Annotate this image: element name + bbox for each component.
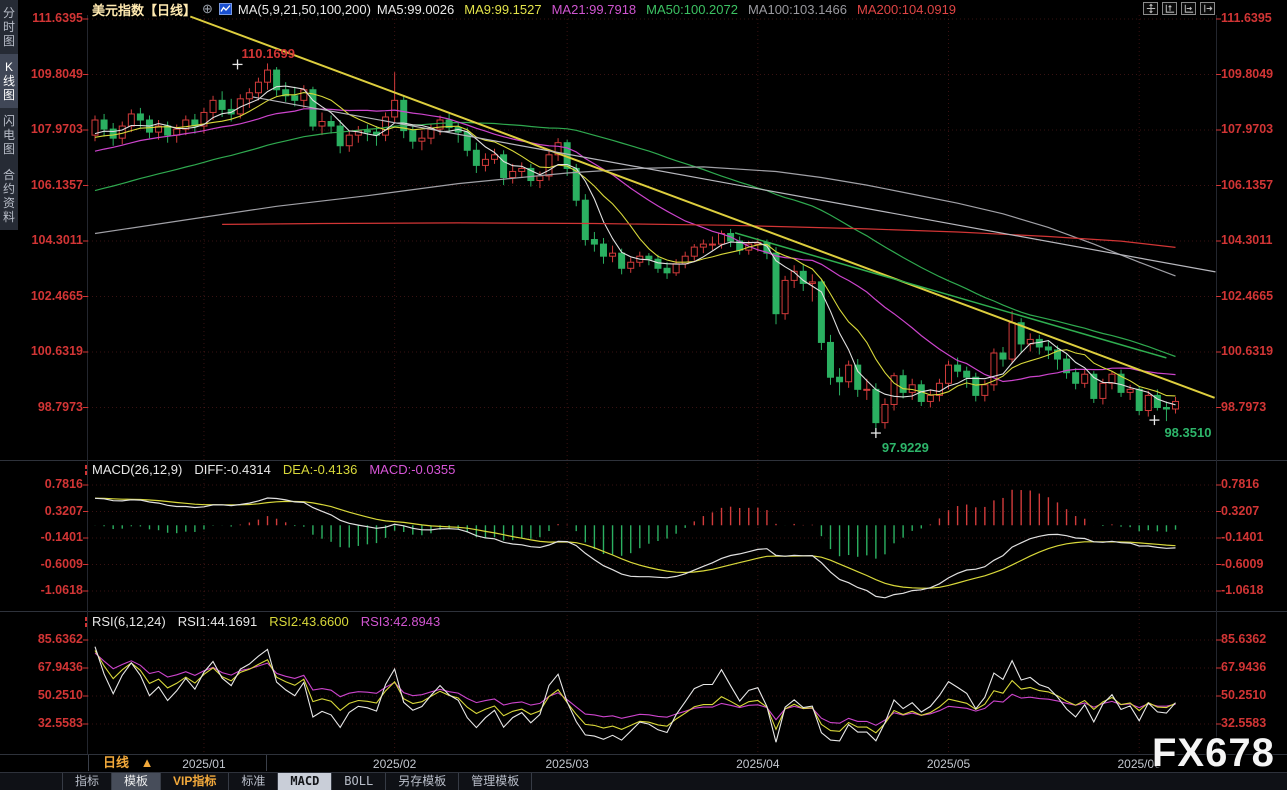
date-label: 2025/06 — [1117, 757, 1161, 771]
price-axis-label-right: 109.8049 — [1221, 66, 1274, 81]
rsi-axis-label-left: 67.9436 — [37, 660, 83, 674]
rsi-values: RSI1:44.1691 RSI2:43.6600 RSI3:42.8943 — [178, 614, 441, 629]
macd-panel-header: MACD(26,12,9) DIFF:-0.4314 DEA:-0.4136 MAC… — [92, 462, 455, 477]
sidebar-item-flash-chart[interactable]: 闪电图 — [2, 114, 15, 156]
tab-standard[interactable]: 标准 — [229, 773, 279, 790]
symbol-title: 美元指数【日线】 — [92, 2, 197, 18]
rsi1-value: RSI1:44.1691 — [177, 614, 258, 629]
date-label: 2025/02 — [372, 757, 417, 771]
rsi-panel-header: RSI(6,12,24) RSI1:44.1691 RSI2:43.6600 RSI… — [92, 614, 440, 629]
rsi-panel-handle — [85, 623, 87, 627]
tab-indicators[interactable]: 指标 — [62, 773, 113, 790]
ma-parameters-label: MA(5,9,21,50,100,200) — [237, 1, 371, 17]
rsi-axis-label-left: 50.2510 — [37, 688, 83, 702]
macd-axis-label-left: -1.0618 — [40, 583, 83, 597]
axis-up-icon[interactable] — [1162, 2, 1177, 15]
price-axis-label-right: 98.7973 — [1221, 399, 1267, 414]
rsi-axis-label-right: 67.9436 — [1221, 660, 1267, 674]
rsi2-value: RSI2:43.6600 — [269, 614, 349, 629]
rsi-panel-handle — [85, 617, 87, 621]
date-label: 2025/05 — [926, 757, 971, 771]
macd-axis-label-left: 0.3207 — [44, 503, 83, 518]
price-axis-label-right: 100.6319 — [1221, 344, 1274, 358]
date-label: 2025/04 — [736, 757, 780, 771]
tab-manage-template[interactable]: 管理模板 — [459, 773, 533, 790]
high-price-label: 110.1699 — [241, 46, 296, 62]
rsi3-value: RSI3:42.8943 — [360, 614, 441, 629]
recent-low-price-label: 98.3510 — [1164, 425, 1212, 441]
dea-value: DEA:-0.4136 — [282, 462, 358, 477]
price-axis-label-right: 102.4665 — [1221, 288, 1274, 303]
price-axis-label-right: 111.6395 — [1221, 11, 1272, 25]
tab-save-template[interactable]: 另存模板 — [386, 773, 460, 790]
macd-values: DIFF:-0.4314 DEA:-0.4136 MACD:-0.0355 — [194, 462, 455, 477]
price-axis-label-left: 109.8049 — [30, 66, 83, 81]
price-axis-label-left: 111.6395 — [32, 11, 83, 25]
price-axis-label-left: 107.9703 — [30, 122, 83, 136]
macd-panel-handle — [85, 465, 87, 469]
circle-plus-icon[interactable]: ⊕ — [202, 1, 213, 16]
chart-type-icon — [218, 3, 232, 15]
macd-axis-label-left: -0.1401 — [40, 530, 83, 544]
rsi-axis-label-right: 85.6362 — [1221, 632, 1267, 646]
chart-toolbar — [1143, 2, 1215, 15]
axis-right-icon[interactable] — [1181, 2, 1196, 15]
macd-axis-label-right: -0.6009 — [1221, 556, 1264, 571]
date-label: 2025/01 — [182, 757, 226, 771]
macd-axis-label-right: 0.3207 — [1221, 503, 1260, 518]
price-axis-label-left: 100.6319 — [30, 344, 83, 358]
price-axis-label-right: 104.3011 — [1221, 233, 1273, 247]
sidebar-item-time-chart[interactable]: 分时图 — [2, 6, 15, 48]
rsi-axis-label-right: 50.2510 — [1221, 688, 1267, 702]
price-axis-label-left: 104.3011 — [31, 233, 83, 247]
rsi-axis-label-left: 85.6362 — [37, 632, 83, 646]
low-price-label: 97.9229 — [881, 440, 929, 456]
price-axis-label-left: 98.7973 — [37, 399, 83, 414]
macd-axis-label-right: 0.7816 — [1221, 477, 1260, 491]
period-label: 日线 — [103, 755, 130, 770]
fx678-watermark: FX678 — [1152, 731, 1275, 775]
macd-panel-handle — [85, 471, 87, 475]
sidebar-item-contract-info[interactable]: 合约资料 — [2, 168, 15, 224]
period-dropdown-arrow: ▲ — [140, 755, 154, 770]
macd-axis-label-right: -1.0618 — [1221, 583, 1264, 597]
ma50-value: MA50:100.2072 — [646, 1, 738, 17]
macd-axis-label-left: 0.7816 — [44, 477, 83, 491]
period-selector[interactable]: 日线 ▲ — [88, 755, 267, 771]
price-axis-label-right: 107.9703 — [1221, 122, 1274, 136]
pan-icon[interactable] — [1143, 2, 1158, 15]
ma200-value: MA200:104.0919 — [857, 1, 957, 17]
sidebar-item-kline-chart[interactable]: K线图 — [0, 54, 18, 108]
bottom-toolbar: 指标 模板 VIP指标 标准 MACD BOLL 另存模板 管理模板 — [0, 772, 1287, 790]
ma9-value: MA9:99.1527 — [464, 1, 542, 17]
price-axis-label-left: 102.4665 — [30, 288, 83, 303]
rsi-title: RSI(6,12,24) — [92, 614, 166, 629]
chart-header: 美元指数【日线】 ⊕ MA(5,9,21,50,100,200) MA5:99.… — [92, 1, 956, 18]
macd-value: MACD:-0.0355 — [369, 462, 456, 477]
sidebar: 分时图 K线图闪电图合约资料 — [0, 0, 18, 230]
price-axis-label-right: 106.1357 — [1221, 177, 1274, 192]
rsi-axis-label-right: 32.5583 — [1221, 716, 1267, 730]
ma-values: MA5:99.0026 MA9:99.1527 MA21:99.7918 MA50:1… — [377, 2, 956, 17]
ma100-value: MA100:103.1466 — [747, 1, 847, 17]
ma5-value: MA5:99.0026 — [376, 1, 455, 17]
rsi-axis-label-left: 32.5583 — [37, 716, 83, 730]
diff-value: DIFF:-0.4314 — [194, 462, 271, 477]
macd-axis-label-right: -0.1401 — [1221, 530, 1264, 544]
ma21-value: MA21:99.7918 — [551, 1, 637, 17]
shift-right-icon[interactable] — [1200, 2, 1215, 15]
tab-vip-indicators[interactable]: VIP指标 — [161, 773, 230, 790]
price-axis-label-left: 106.1357 — [30, 177, 83, 192]
tab-macd[interactable]: MACD — [278, 773, 333, 790]
date-label: 2025/03 — [545, 757, 589, 771]
macd-axis-label-left: -0.6009 — [40, 556, 83, 571]
tab-boll[interactable]: BOLL — [332, 773, 387, 790]
macd-title: MACD(26,12,9) — [92, 462, 183, 477]
tab-templates[interactable]: 模板 — [112, 773, 162, 790]
